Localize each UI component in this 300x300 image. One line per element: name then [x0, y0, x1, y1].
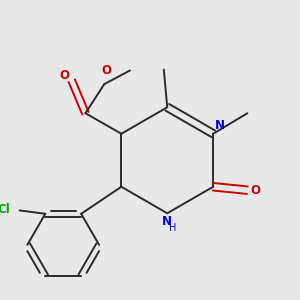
Text: O: O	[250, 184, 260, 197]
Text: O: O	[59, 69, 69, 82]
Text: H: H	[169, 223, 176, 233]
Text: N: N	[162, 215, 172, 228]
Text: Cl: Cl	[0, 203, 10, 216]
Text: O: O	[101, 64, 111, 76]
Text: N: N	[215, 119, 225, 132]
